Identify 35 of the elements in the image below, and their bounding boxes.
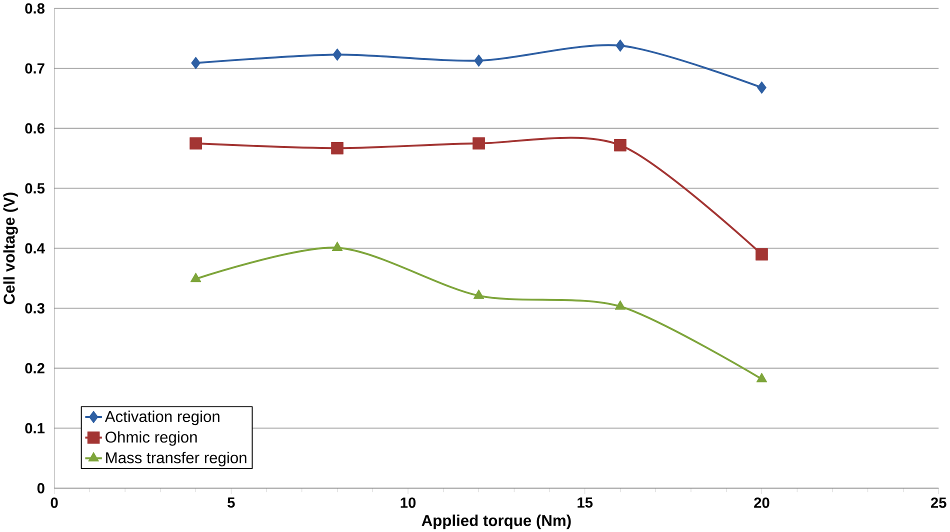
point [332,48,342,61]
y-tick-label: 0 [37,482,44,494]
x-tick-label: 0 [50,497,58,508]
y-tick-label: 0.3 [25,302,44,314]
point [332,241,343,251]
point [757,81,766,94]
x-tick-label: 25 [930,497,946,508]
point [190,272,202,282]
point [756,248,768,260]
y-axis-title: Cell voltage (V) [3,192,18,304]
y-tick-label: 0.5 [25,182,45,194]
x-tick-label: 20 [754,497,770,508]
point [190,137,202,150]
point [614,300,626,310]
y-tick-label: 0.2 [25,362,44,374]
point [472,137,485,150]
point [191,56,200,69]
point [614,138,626,152]
point [474,54,484,67]
point [616,39,625,52]
legend-label: Ohmic region [106,431,197,446]
y-tick-label: 0.4 [25,242,45,254]
legend-label: Activation region [104,410,220,425]
legend-label: Mass transfer region [106,452,246,466]
point [756,372,768,382]
point [473,289,484,299]
point [331,142,344,154]
y-tick-label: 0.7 [25,63,44,74]
x-axis-title: Applied torque (Nm) [422,514,571,529]
y-tick-label: 0.1 [25,422,45,434]
x-tick-label: 10 [400,497,416,508]
x-tick-label: 15 [578,497,593,508]
y-tick-label: 0.8 [25,3,45,14]
x-tick-label: 5 [228,497,235,508]
y-tick-label: 0.6 [25,122,44,134]
